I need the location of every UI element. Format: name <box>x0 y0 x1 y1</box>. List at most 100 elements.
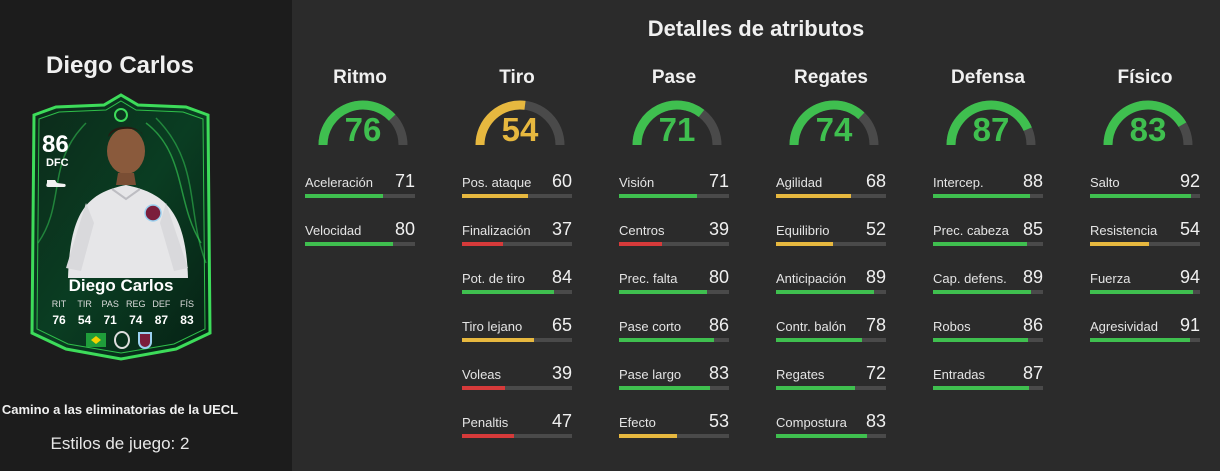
category-value: 54 <box>501 111 539 148</box>
category-label: Regates <box>794 67 868 88</box>
attribute-name: Finalización <box>462 223 531 238</box>
attribute-name: Pase largo <box>619 367 682 382</box>
attribute-row: Agilidad 68 <box>776 171 886 203</box>
attribute-name: Pos. ataque <box>462 175 532 190</box>
category-label: Tiro <box>499 67 535 88</box>
attribute-value: 37 <box>551 219 572 239</box>
attribute-bar-fill <box>776 290 874 294</box>
card-stat-label: PAS <box>101 299 119 309</box>
attribute-bar-fill <box>776 434 868 438</box>
attribute-name: Agresividad <box>1090 319 1158 334</box>
attribute-bar-fill <box>619 194 698 198</box>
card-stat-value: 83 <box>180 313 194 327</box>
category-gauge: 87 <box>943 97 1053 153</box>
attribute-bar-track <box>462 338 572 342</box>
attribute-name: Visión <box>619 175 655 190</box>
attribute-row: Tiro lejano 65 <box>462 315 572 347</box>
attribute-value: 89 <box>1022 267 1043 287</box>
attribute-bar-fill <box>462 338 534 342</box>
card-stat-value: 87 <box>154 313 169 327</box>
attribute-name: Pase corto <box>619 319 682 334</box>
attribute-value: 65 <box>551 315 572 335</box>
attribute-bar-track <box>619 338 729 342</box>
attribute-bar-track <box>933 290 1043 294</box>
category-gauge: 71 <box>629 97 739 153</box>
attribute-value: 86 <box>708 315 729 335</box>
promo-title: Camino a las eliminatorias de la UECL <box>1 402 239 417</box>
attribute-name: Entradas <box>933 367 986 382</box>
attributes-title: Detalles de atributos <box>647 16 865 41</box>
attribute-name: Contr. balón <box>776 319 847 334</box>
attribute-bar-fill <box>1090 338 1191 342</box>
card-stat-values: 76 54 71 74 87 83 <box>48 313 198 327</box>
attribute-row: Anticipación 89 <box>776 267 886 299</box>
attribute-row: Fuerza 94 <box>1090 267 1200 299</box>
attribute-name: Voleas <box>462 367 502 382</box>
category-gauge: 74 <box>786 97 896 153</box>
attribute-bar-fill <box>619 434 678 438</box>
attribute-bar-fill <box>776 194 851 198</box>
attribute-bar-track <box>619 194 729 198</box>
attribute-bar-track <box>1090 194 1200 198</box>
category-label: Defensa <box>951 67 1025 88</box>
attribute-bar-track <box>776 386 886 390</box>
attribute-bar-track <box>776 194 886 198</box>
attribute-row: Centros 39 <box>619 219 729 251</box>
attribute-name: Centros <box>619 223 665 238</box>
attribute-row: Velocidad 80 <box>305 219 415 251</box>
attribute-row: Compostura 83 <box>776 411 886 443</box>
playstyles-count[interactable]: Estilos de juego: 2 <box>50 434 190 453</box>
attribute-value: 84 <box>551 267 572 287</box>
attribute-row: Robos 86 <box>933 315 1043 347</box>
attribute-name: Tiro lejano <box>462 319 523 334</box>
attribute-value: 86 <box>1022 315 1043 335</box>
attribute-bar-fill <box>933 290 1031 294</box>
attribute-row: Regates 72 <box>776 363 886 395</box>
attribute-value: 47 <box>551 411 572 431</box>
attribute-bar-fill <box>462 242 503 246</box>
attribute-bar-track <box>305 242 415 246</box>
attribute-value: 39 <box>551 363 572 383</box>
category-label: Pase <box>651 67 697 88</box>
card-stat-value: 71 <box>103 313 117 327</box>
card-stat-value: 76 <box>52 313 66 327</box>
attribute-bar-fill <box>776 386 856 390</box>
attribute-bar-fill <box>462 194 528 198</box>
attribute-name: Resistencia <box>1090 223 1158 238</box>
attribute-bar-fill <box>619 290 707 294</box>
boot-icon <box>46 180 66 187</box>
attribute-bar-track <box>462 242 572 246</box>
card-stat-label: REG <box>126 299 146 309</box>
attribute-row: Voleas 39 <box>462 363 572 395</box>
attribute-name: Agilidad <box>776 175 823 190</box>
attribute-bar-track <box>1090 242 1200 246</box>
league-logo-icon <box>114 331 130 349</box>
attribute-bar-track <box>462 386 572 390</box>
attribute-bar-fill <box>462 290 555 294</box>
attribute-name: Velocidad <box>305 223 362 238</box>
attribute-bar-track <box>619 434 729 438</box>
attribute-bar-fill <box>462 386 505 390</box>
card-stat-label: DEF <box>152 299 171 309</box>
attribute-value: 60 <box>551 171 572 191</box>
attribute-value: 54 <box>1179 219 1200 239</box>
attribute-bar-track <box>776 338 886 342</box>
attribute-row: Intercep. 88 <box>933 171 1043 203</box>
attribute-bar-track <box>305 194 415 198</box>
card-stat-value: 74 <box>129 313 143 327</box>
category-value: 71 <box>658 111 696 148</box>
attribute-row: Resistencia 54 <box>1090 219 1200 251</box>
gauge-fill <box>318 100 396 146</box>
attribute-bar-fill <box>776 242 834 246</box>
attribute-bar-fill <box>933 194 1030 198</box>
card-stat-label: TIR <box>77 299 92 309</box>
attribute-value: 87 <box>1022 363 1043 383</box>
attribute-value: 80 <box>708 267 729 287</box>
attribute-name: Fuerza <box>1090 271 1131 286</box>
attribute-bar-fill <box>1090 290 1194 294</box>
attribute-name: Pot. de tiro <box>462 271 525 286</box>
card-stat-value: 54 <box>77 313 92 327</box>
category-label: Ritmo <box>333 67 387 88</box>
category-gauge: 83 <box>1100 97 1210 153</box>
player-card[interactable]: 86 DFC Diego Carlos RIT TIR PAS REG DEF … <box>26 93 216 361</box>
